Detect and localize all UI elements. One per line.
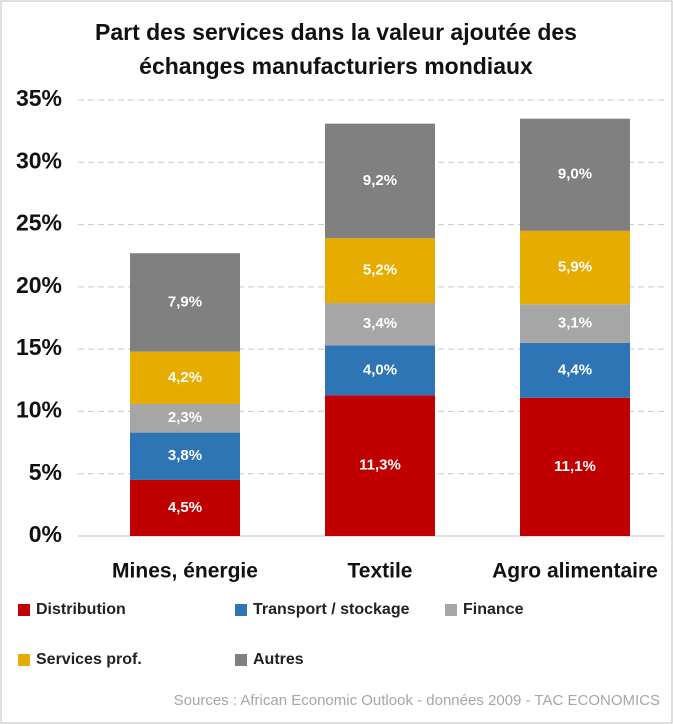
source-note: Sources : African Economic Outlook - don… xyxy=(174,692,660,709)
y-tick-label: 5% xyxy=(29,459,62,485)
bar-segment xyxy=(130,432,240,480)
bar-segment xyxy=(325,303,435,346)
x-tick-label: Textile xyxy=(348,560,413,583)
legend-swatch xyxy=(18,654,30,666)
bar-segment xyxy=(325,345,435,396)
x-tick-label: Agro alimentaire xyxy=(492,560,658,583)
bar-segment xyxy=(130,351,240,404)
value-label: 2,3% xyxy=(168,409,202,426)
legend-swatch xyxy=(445,604,457,616)
value-label: 4,5% xyxy=(168,499,202,516)
bar-segment xyxy=(520,230,630,305)
legend-label: Autres xyxy=(253,651,304,668)
value-label: 3,8% xyxy=(168,447,202,464)
value-label: 4,2% xyxy=(168,369,202,386)
legend-label: Finance xyxy=(463,601,524,618)
value-label: 11,3% xyxy=(359,457,401,474)
value-label: 4,4% xyxy=(558,361,592,378)
legend-label: Services prof. xyxy=(36,651,142,668)
legend-label: Distribution xyxy=(36,601,126,618)
legend-swatch xyxy=(235,654,247,666)
y-tick-label: 30% xyxy=(16,147,62,173)
legend-label: Transport / stockage xyxy=(253,601,410,618)
y-tick-label: 15% xyxy=(16,334,62,360)
bar-segment xyxy=(520,397,630,536)
value-label: 4,0% xyxy=(363,361,397,378)
bar-segment xyxy=(325,395,435,536)
value-label: 5,2% xyxy=(363,262,397,279)
legend-swatch xyxy=(235,604,247,616)
legend-swatch xyxy=(18,604,30,616)
value-label: 3,4% xyxy=(363,315,397,332)
value-label: 9,0% xyxy=(558,166,592,183)
bar-segment xyxy=(325,123,435,239)
bar-segment xyxy=(520,304,630,343)
y-tick-label: 0% xyxy=(29,521,62,547)
bar-segment xyxy=(130,403,240,433)
bar-segment xyxy=(130,479,240,536)
value-label: 7,9% xyxy=(168,293,202,310)
bar-segment xyxy=(130,253,240,352)
chart-title: échanges manufacturiers mondiaux xyxy=(139,53,533,79)
value-label: 3,1% xyxy=(558,315,592,332)
bar-segment xyxy=(520,342,630,398)
bar-segment xyxy=(520,118,630,231)
y-tick-label: 25% xyxy=(16,210,62,236)
y-tick-label: 35% xyxy=(16,85,62,111)
chart-title: Part des services dans la valeur ajoutée… xyxy=(95,19,577,45)
value-label: 11,1% xyxy=(554,458,596,475)
value-label: 9,2% xyxy=(363,172,397,189)
y-tick-label: 20% xyxy=(16,272,62,298)
value-label: 5,9% xyxy=(558,259,592,276)
x-tick-label: Mines, énergie xyxy=(112,560,258,583)
bar-segment xyxy=(325,238,435,304)
y-tick-label: 10% xyxy=(16,397,62,423)
